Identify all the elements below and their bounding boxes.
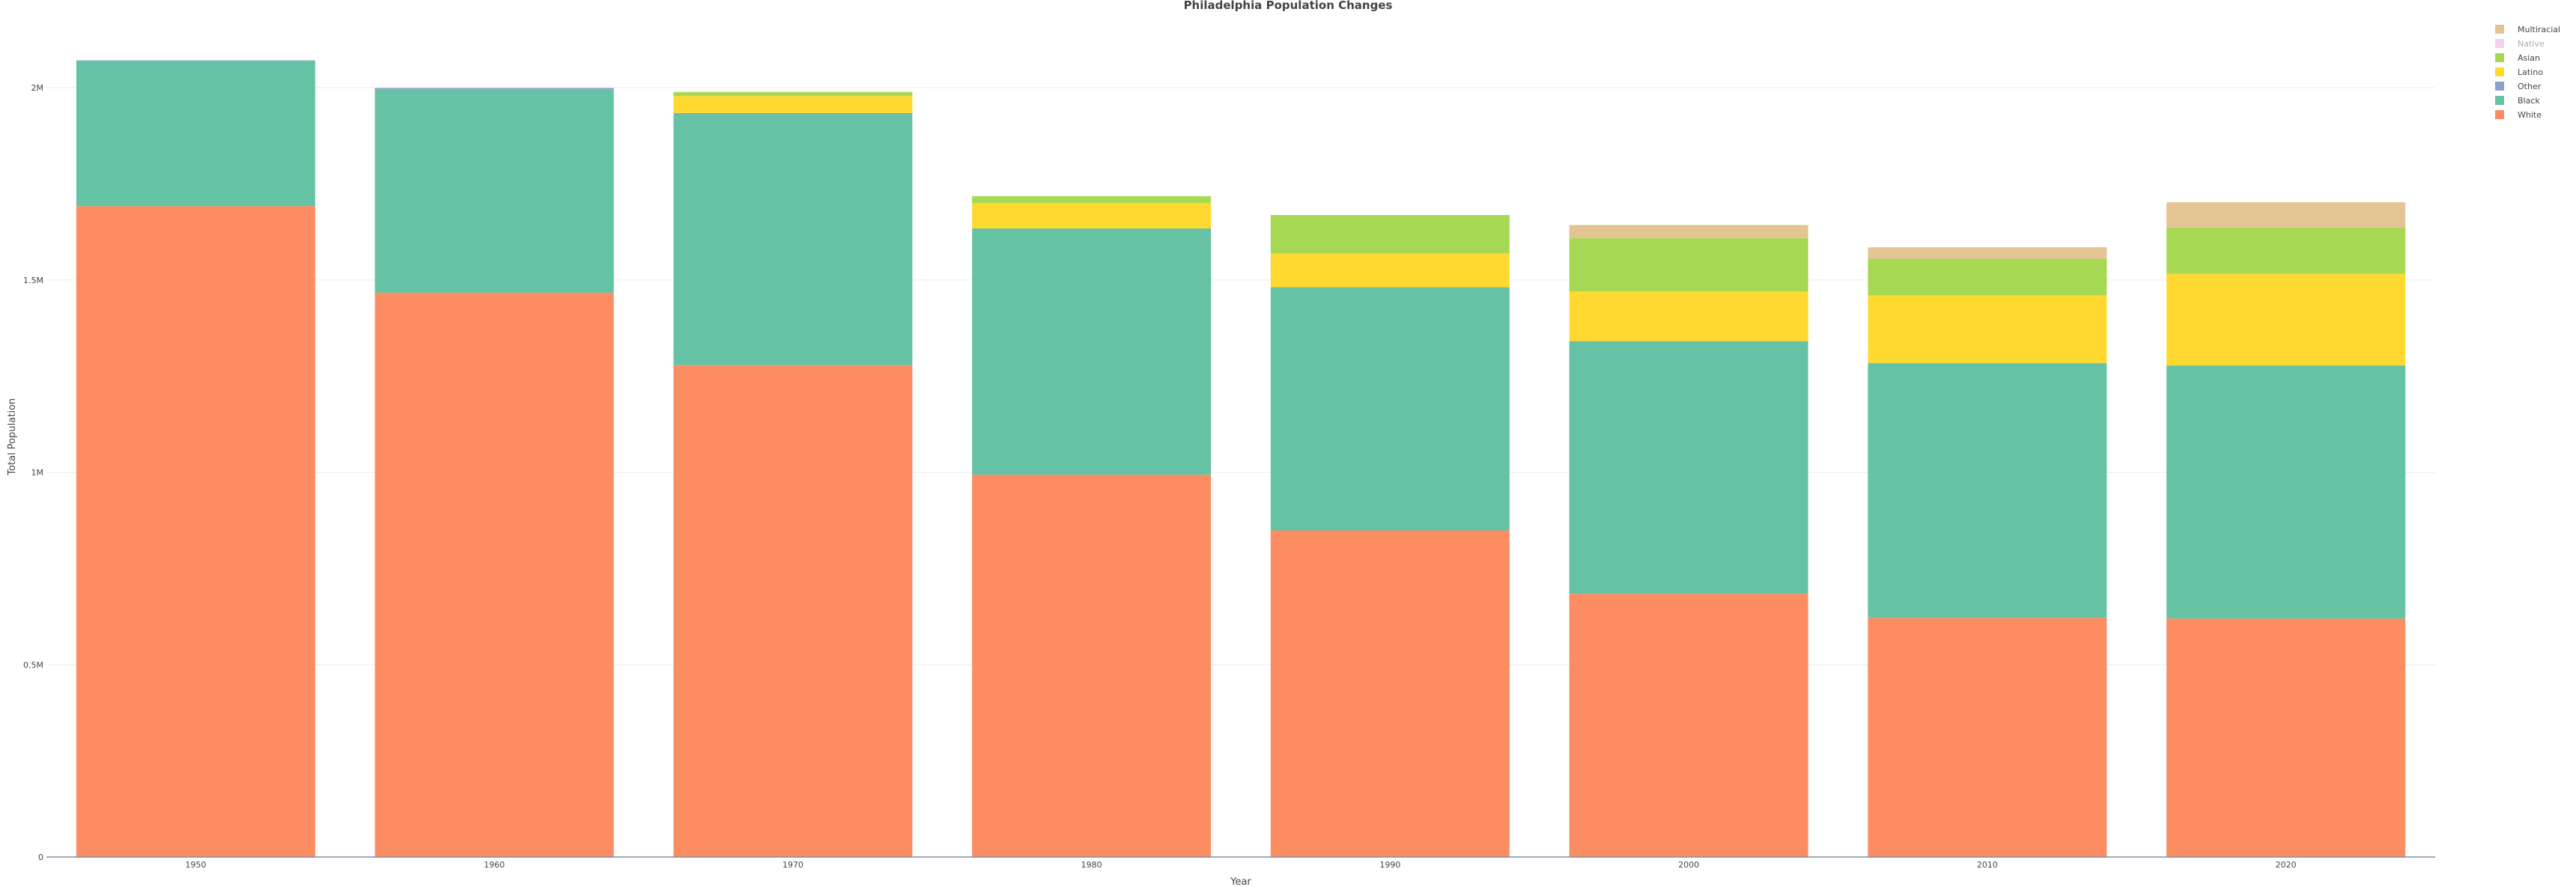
x-axis-title: Year: [1230, 877, 1251, 887]
y-axis-title: Total Population: [7, 399, 18, 476]
bar-segment-black-2020: [2166, 365, 2406, 619]
legend-label: Other: [2518, 82, 2542, 91]
bar-segment-white-1960: [374, 292, 614, 857]
bar-segment-multiracial-2000: [1569, 225, 1808, 238]
bar-segment-black-1950: [76, 61, 315, 207]
x-tick-label: 2010: [1977, 860, 1998, 870]
legend-label: Asian: [2518, 53, 2540, 63]
x-tick-label: 1980: [1081, 860, 1102, 870]
bar-segment-white-1990: [1270, 530, 1510, 857]
y-tick-label: 1M: [31, 468, 44, 478]
bar-segment-white-2010: [1868, 617, 2107, 857]
legend-item-latino[interactable]: Latino: [2495, 67, 2543, 77]
legend-swatch: [2495, 39, 2504, 48]
y-axis-ticks: 0 0.5M 1M 1.5M 2M: [23, 83, 43, 862]
bar-segment-black-1970: [673, 114, 913, 366]
y-tick-label: 0.5M: [23, 660, 43, 670]
bar-segment-latino-1970: [673, 96, 913, 113]
bar-segment-black-1980: [972, 228, 1212, 475]
legend-label: Multiracial: [2518, 25, 2560, 34]
bar-segment-asian-2010: [1868, 258, 2107, 296]
legend-label: Native: [2518, 39, 2545, 49]
legend-item-asian[interactable]: Asian: [2495, 53, 2540, 63]
bar-segment-black-1990: [1270, 287, 1510, 531]
legend-item-multiracial[interactable]: Multiracial: [2495, 25, 2560, 34]
bar-segment-other-1960: [374, 88, 614, 90]
legend-swatch: [2495, 96, 2504, 105]
y-tick-label: 0: [38, 853, 43, 862]
bar-segment-other-1970: [673, 112, 913, 115]
bar-segment-latino-1990: [1270, 253, 1510, 288]
legend-label: Latino: [2518, 67, 2543, 77]
legend-swatch: [2495, 25, 2504, 34]
legend-item-black[interactable]: Black: [2495, 96, 2540, 106]
bar-segment-multiracial-2010: [1868, 247, 2107, 259]
bar-segment-asian-2020: [2166, 227, 2406, 274]
x-tick-label: 1970: [783, 860, 804, 870]
bar-segment-black-1960: [374, 89, 614, 293]
bar-segment-white-1950: [76, 206, 315, 858]
bar-segment-white-1980: [972, 474, 1212, 857]
bar-segment-white-1970: [673, 365, 913, 857]
x-tick-label: 1990: [1379, 860, 1400, 870]
bar-segment-asian-1970: [673, 91, 913, 97]
y-tick-label: 1.5M: [23, 276, 43, 285]
x-axis-ticks: 1950 1960 1970 1980 1990 2000 2010 2020: [185, 860, 2296, 870]
legend-swatch: [2495, 110, 2504, 119]
legend-swatch: [2495, 53, 2504, 62]
legend-swatch: [2495, 82, 2504, 91]
y-tick-label: 2M: [31, 83, 44, 93]
bar-segment-latino-2010: [1868, 295, 2107, 363]
x-tick-label: 2000: [1678, 860, 1699, 870]
legend-label: White: [2518, 110, 2542, 120]
bar-segment-white-2020: [2166, 618, 2406, 857]
bar-segment-asian-2000: [1569, 237, 1808, 292]
legend-item-white[interactable]: White: [2495, 110, 2542, 120]
bar-segment-latino-1980: [972, 203, 1212, 228]
legend-item-native[interactable]: Native: [2495, 39, 2545, 49]
bar-segment-black-2000: [1569, 341, 1808, 594]
x-tick-label: 2020: [2276, 860, 2297, 870]
x-tick-label: 1960: [484, 860, 505, 870]
x-tick-label: 1950: [185, 860, 206, 870]
bar-segment-multiracial-2020: [2166, 202, 2406, 228]
bar-segment-asian-1980: [972, 196, 1212, 204]
bars: [76, 60, 2406, 858]
bar-segment-white-2000: [1569, 593, 1808, 857]
bar-segment-latino-2020: [2166, 273, 2406, 366]
legend-item-other[interactable]: Other: [2495, 82, 2542, 91]
bar-segment-latino-2000: [1569, 291, 1808, 342]
legend-swatch: [2495, 67, 2504, 76]
chart-title: Philadelphia Population Changes: [1184, 0, 1393, 12]
bar-segment-black-2010: [1868, 363, 2107, 618]
legend: Multiracial Native Asian Latino Other Black Wh…: [2495, 25, 2560, 120]
bar-segment-asian-1990: [1270, 214, 1510, 254]
legend-label: Black: [2518, 96, 2540, 106]
